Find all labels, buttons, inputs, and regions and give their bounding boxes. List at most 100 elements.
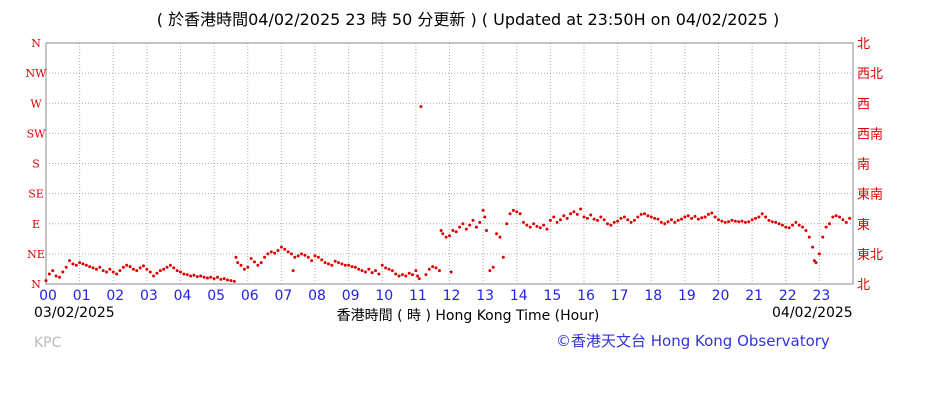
left-tick-label: S xyxy=(32,158,40,171)
data-point xyxy=(44,279,48,283)
data-point xyxy=(572,210,576,214)
data-point xyxy=(518,212,522,216)
hour-tick-label: 10 xyxy=(375,288,393,304)
data-point xyxy=(256,263,260,267)
data-point xyxy=(646,214,650,218)
data-point xyxy=(841,218,845,222)
data-point xyxy=(737,220,741,224)
data-point xyxy=(384,266,388,270)
data-point xyxy=(142,264,146,268)
right-tick-label: 北 xyxy=(857,278,870,293)
data-point xyxy=(532,222,536,226)
data-point xyxy=(61,270,65,274)
data-point xyxy=(461,222,465,226)
hour-tick-label: 15 xyxy=(543,288,561,304)
data-point xyxy=(804,228,808,232)
hour-tick-label: 09 xyxy=(342,288,360,304)
data-point xyxy=(575,212,579,216)
data-point xyxy=(814,261,818,265)
data-point xyxy=(784,225,788,229)
data-point xyxy=(713,215,717,219)
data-point xyxy=(94,267,98,271)
data-point xyxy=(616,219,620,223)
data-point xyxy=(589,213,593,217)
left-tick-label: NW xyxy=(26,67,48,80)
data-point xyxy=(105,270,109,274)
data-point xyxy=(501,255,505,259)
data-point xyxy=(209,275,213,279)
right-tick-label: 西北 xyxy=(857,67,883,82)
hour-tick-label: 05 xyxy=(207,288,225,304)
data-point xyxy=(118,269,122,273)
data-point xyxy=(780,223,784,227)
data-point xyxy=(286,250,290,254)
data-point xyxy=(821,235,825,239)
data-point xyxy=(643,212,647,216)
data-point xyxy=(439,228,443,232)
data-point xyxy=(740,219,744,223)
data-point xyxy=(380,263,384,267)
data-point xyxy=(700,216,704,220)
right-tick-label: 南 xyxy=(857,157,870,173)
data-point xyxy=(592,217,596,221)
data-point xyxy=(340,262,344,266)
data-point xyxy=(727,220,731,224)
hour-tick-label: 17 xyxy=(611,288,629,304)
data-point xyxy=(666,220,670,224)
data-point xyxy=(337,261,341,265)
data-point xyxy=(98,265,102,269)
data-point xyxy=(437,269,441,273)
data-point xyxy=(64,265,68,269)
data-point xyxy=(229,279,233,283)
data-point xyxy=(427,267,431,271)
data-point xyxy=(363,270,367,274)
data-point xyxy=(215,275,219,279)
data-point xyxy=(414,269,418,273)
data-point xyxy=(323,261,327,265)
data-point xyxy=(279,245,283,249)
data-point xyxy=(495,232,499,236)
data-point xyxy=(478,220,482,224)
data-point xyxy=(78,261,82,265)
data-point xyxy=(827,222,831,226)
data-point xyxy=(569,212,573,216)
data-point xyxy=(508,212,512,216)
data-point xyxy=(448,234,451,238)
data-point xyxy=(481,208,485,212)
data-point xyxy=(47,272,51,276)
start-date-label: 03/02/2025 xyxy=(34,305,115,321)
hour-tick-label: 12 xyxy=(443,288,461,304)
data-point xyxy=(558,218,562,222)
data-point xyxy=(320,258,324,262)
data-point xyxy=(205,276,209,280)
data-point xyxy=(609,223,613,227)
data-point xyxy=(212,277,216,281)
data-point xyxy=(454,230,458,234)
data-point xyxy=(155,271,159,275)
data-point xyxy=(84,263,88,267)
data-point xyxy=(451,228,455,232)
data-point xyxy=(283,247,287,251)
data-point xyxy=(639,212,643,216)
left-tick-label: N xyxy=(31,278,41,291)
data-point xyxy=(57,275,61,279)
copyright-link[interactable]: ©香港天文台 Hong Kong Observatory xyxy=(556,332,830,350)
data-point xyxy=(226,278,230,282)
data-point xyxy=(172,266,176,270)
data-point xyxy=(538,226,542,230)
station-code: KPC xyxy=(34,335,62,351)
data-point xyxy=(464,227,468,231)
data-point xyxy=(844,220,848,224)
data-point xyxy=(263,255,267,259)
data-point xyxy=(545,227,549,231)
left-tick-label: SW xyxy=(27,127,47,140)
data-point xyxy=(619,216,623,220)
data-point xyxy=(249,257,253,261)
data-point xyxy=(88,265,92,269)
data-point xyxy=(449,270,453,274)
left-tick-label: SE xyxy=(28,188,44,201)
data-point xyxy=(706,212,710,216)
data-point xyxy=(121,265,125,269)
data-point xyxy=(353,265,357,269)
data-point xyxy=(71,262,75,266)
